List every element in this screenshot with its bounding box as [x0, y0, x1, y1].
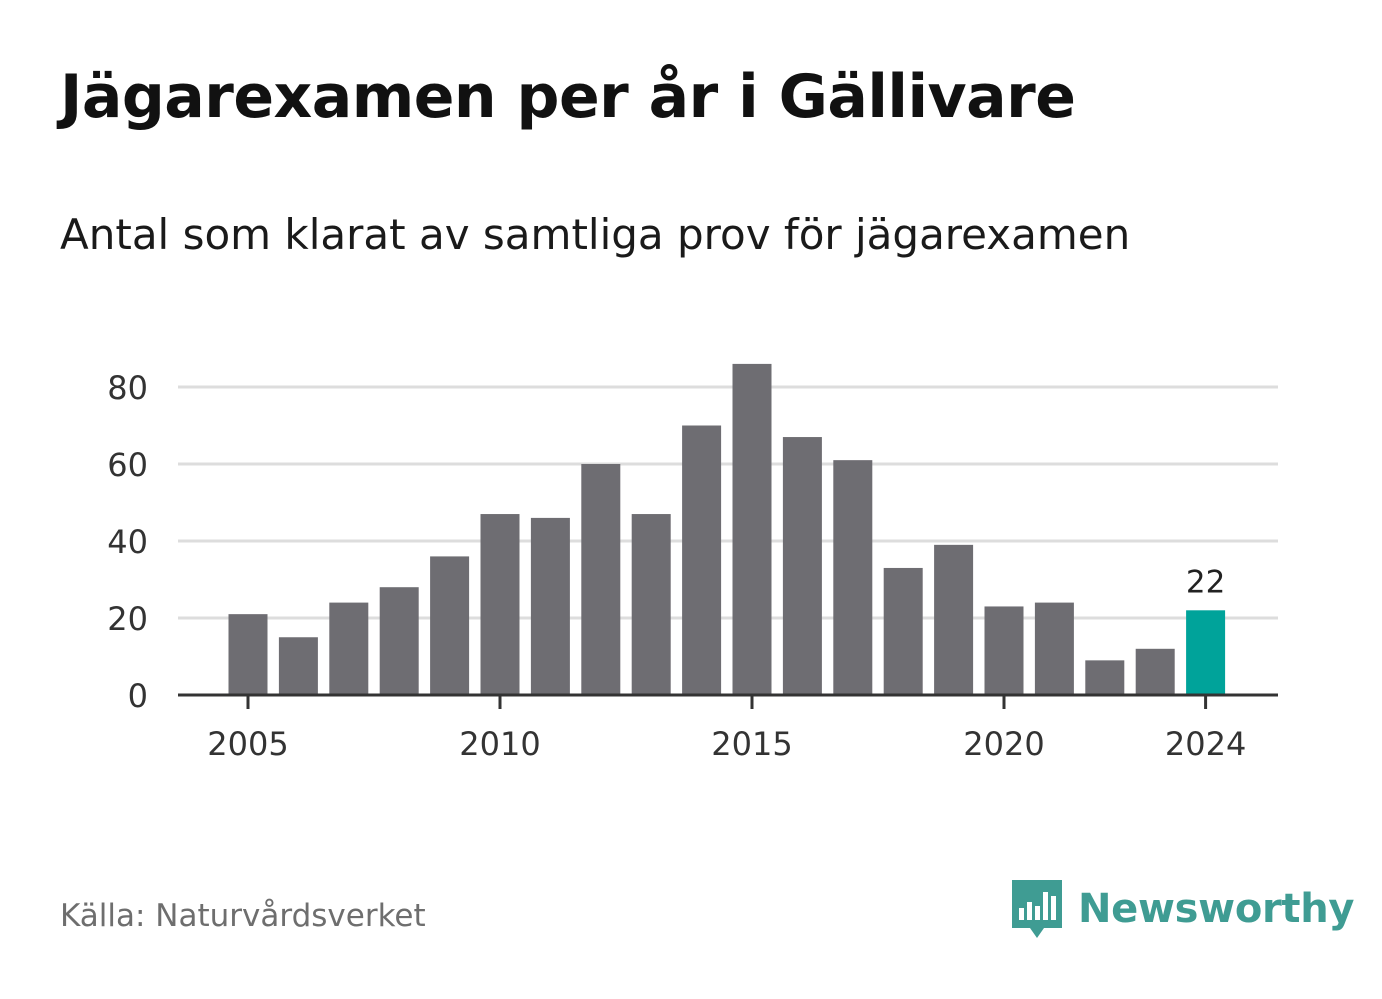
x-tick-label: 2010 — [459, 725, 540, 763]
bar-2010 — [480, 514, 520, 695]
bar-chart: 0 20 40 60 80 2005 2010 2015 2020 2024 22 — [107, 363, 1278, 763]
chart-subtitle: Antal som klarat av samtliga prov för jä… — [60, 210, 1131, 259]
bar-2014 — [682, 425, 722, 695]
bar-2016 — [782, 437, 822, 695]
bar-2024 — [1186, 610, 1226, 695]
gridlines — [178, 385, 1278, 620]
bar-2019 — [934, 544, 974, 695]
x-tick-label: 2020 — [963, 725, 1044, 763]
bar-2022 — [1085, 660, 1125, 695]
bar-2008 — [379, 587, 419, 695]
y-tick-label: 20 — [107, 600, 148, 638]
newsworthy-bar-chart-icon — [1012, 880, 1062, 938]
brand-name: Newsworthy — [1078, 886, 1355, 932]
x-tick-label: 2015 — [711, 725, 792, 763]
bar-2020 — [984, 606, 1024, 695]
bar-2017 — [833, 460, 873, 695]
chart-title: Jägarexamen per år i Gällivare — [60, 62, 1076, 132]
bar-2018 — [883, 567, 923, 695]
bar-2023 — [1135, 648, 1175, 695]
source-note: Källa: Naturvårdsverket — [60, 898, 426, 934]
x-tick-label: 2024 — [1165, 725, 1246, 763]
bar-2013 — [631, 514, 671, 695]
bar-2011 — [530, 517, 570, 695]
y-tick-label: 0 — [128, 677, 148, 715]
bar-2012 — [581, 464, 621, 695]
x-tick-label: 2005 — [207, 725, 288, 763]
bar-2007 — [329, 602, 369, 695]
bar-2009 — [430, 556, 470, 695]
newsworthy-logo[interactable]: Newsworthy — [1010, 878, 1355, 940]
bars — [228, 363, 1226, 695]
y-tick-label: 40 — [107, 523, 148, 561]
highlight-data-label: 22 — [1186, 564, 1225, 600]
y-tick-label: 60 — [107, 446, 148, 484]
labels: 0 20 40 60 80 2005 2010 2015 2020 2024 22 — [107, 369, 1246, 763]
y-tick-label: 80 — [107, 369, 148, 407]
axes — [178, 693, 1278, 709]
bar-2021 — [1034, 602, 1074, 695]
bar-2005 — [228, 614, 268, 695]
bar-2006 — [278, 637, 318, 695]
bar-2015 — [732, 363, 772, 695]
